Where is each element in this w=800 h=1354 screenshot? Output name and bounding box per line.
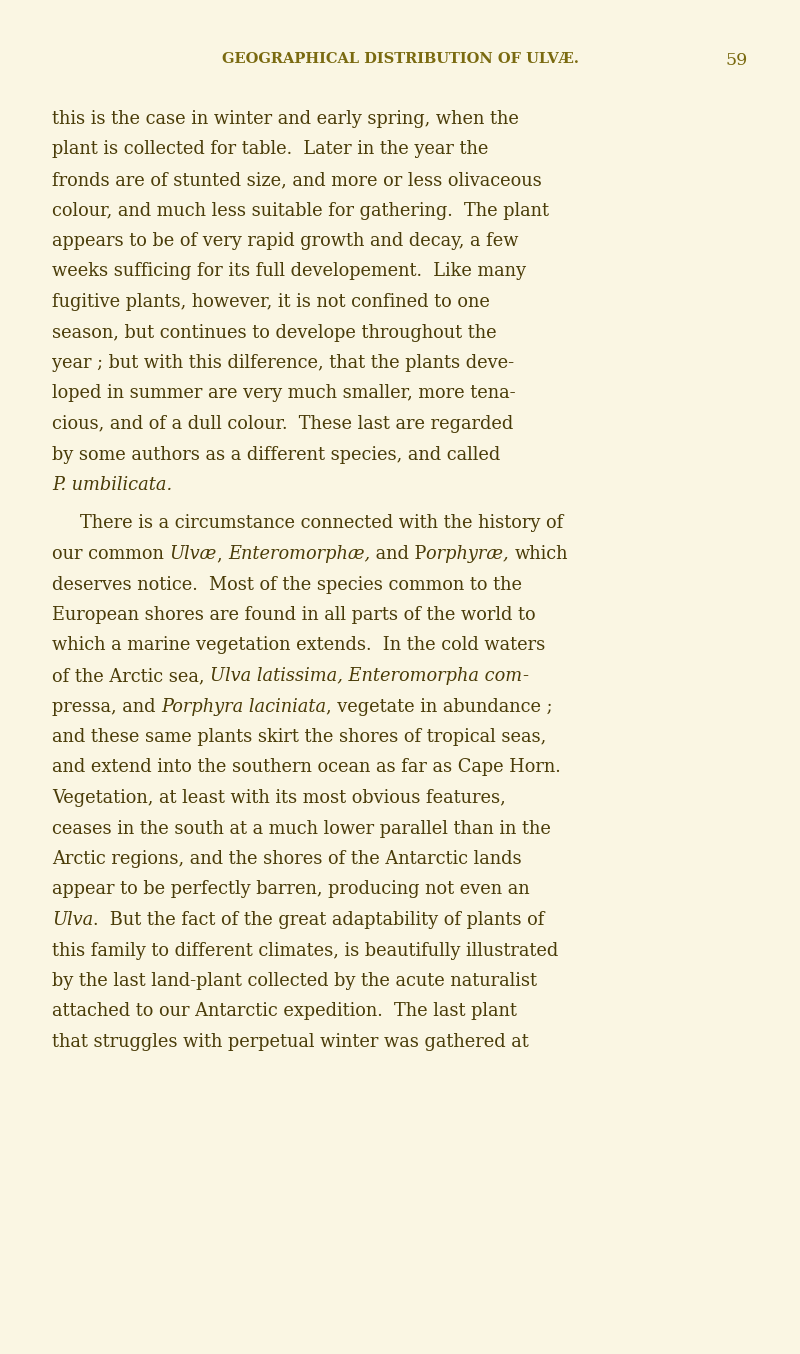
- Text: plant is collected for table.  Later in the year the: plant is collected for table. Later in t…: [52, 141, 488, 158]
- Text: and these same plants skirt the shores of tropical seas,: and these same plants skirt the shores o…: [52, 728, 546, 746]
- Text: year ; but with this dilference, that the plants deve-: year ; but with this dilference, that th…: [52, 353, 514, 372]
- Text: which a marine vegetation extends.  In the cold waters: which a marine vegetation extends. In th…: [52, 636, 546, 654]
- Text: P. umbilicata.: P. umbilicata.: [52, 477, 172, 494]
- Text: and P: and P: [370, 546, 426, 563]
- Text: pressa, and: pressa, and: [52, 697, 161, 715]
- Text: Arctic regions, and the shores of the Antarctic lands: Arctic regions, and the shores of the An…: [52, 850, 522, 868]
- Text: by some authors as a different species, and called: by some authors as a different species, …: [52, 445, 500, 463]
- Text: .  But the fact of the great adaptability of plants of: . But the fact of the great adaptability…: [94, 911, 545, 929]
- Text: and extend into the southern ocean as far as Cape Horn.: and extend into the southern ocean as fa…: [52, 758, 561, 776]
- Text: GEOGRAPHICAL DISTRIBUTION OF ULVÆ.: GEOGRAPHICAL DISTRIBUTION OF ULVÆ.: [222, 51, 578, 66]
- Text: colour, and much less suitable for gathering.  The plant: colour, and much less suitable for gathe…: [52, 202, 549, 219]
- Text: loped in summer are very much smaller, more tena-: loped in summer are very much smaller, m…: [52, 385, 516, 402]
- Text: season, but continues to develope throughout the: season, but continues to develope throug…: [52, 324, 497, 341]
- Text: which: which: [514, 546, 568, 563]
- Text: Porphyra laciniata: Porphyra laciniata: [161, 697, 326, 715]
- Text: deserves notice.  Most of the species common to the: deserves notice. Most of the species com…: [52, 575, 522, 593]
- Text: fronds are of stunted size, and more or less olivaceous: fronds are of stunted size, and more or …: [52, 171, 542, 190]
- Text: weeks sufficing for its full developement.  Like many: weeks sufficing for its full developemen…: [52, 263, 526, 280]
- Text: appear to be perfectly barren, producing not even an: appear to be perfectly barren, producing…: [52, 880, 530, 899]
- Text: by the last land-plant collected by the acute naturalist: by the last land-plant collected by the …: [52, 972, 537, 990]
- Text: There is a circumstance connected with the history of: There is a circumstance connected with t…: [80, 515, 563, 532]
- Text: ceases in the south at a much lower parallel than in the: ceases in the south at a much lower para…: [52, 819, 551, 838]
- Text: Ulvæ: Ulvæ: [170, 546, 217, 563]
- Text: 59: 59: [726, 51, 748, 69]
- Text: that struggles with perpetual winter was gathered at: that struggles with perpetual winter was…: [52, 1033, 529, 1051]
- Text: this is the case in winter and early spring, when the: this is the case in winter and early spr…: [52, 110, 519, 129]
- Text: -: -: [522, 668, 528, 685]
- Text: European shores are found in all parts of the world to: European shores are found in all parts o…: [52, 607, 536, 624]
- Text: orphyræ,: orphyræ,: [426, 546, 514, 563]
- Text: attached to our Antarctic expedition.  The last plant: attached to our Antarctic expedition. Th…: [52, 1002, 517, 1021]
- Text: fugitive plants, however, it is not confined to one: fugitive plants, however, it is not conf…: [52, 292, 490, 311]
- Text: Enteromorphæ,: Enteromorphæ,: [228, 546, 370, 563]
- Text: ,: ,: [217, 546, 228, 563]
- Text: , vegetate in abundance ;: , vegetate in abundance ;: [326, 697, 553, 715]
- Text: this family to different climates, is beautifully illustrated: this family to different climates, is be…: [52, 941, 558, 960]
- Text: Ulva: Ulva: [52, 911, 94, 929]
- Text: our common: our common: [52, 546, 170, 563]
- Text: appears to be of very rapid growth and decay, a few: appears to be of very rapid growth and d…: [52, 232, 518, 250]
- Text: of the Arctic sea,: of the Arctic sea,: [52, 668, 210, 685]
- Text: Vegetation, at least with its most obvious features,: Vegetation, at least with its most obvio…: [52, 789, 506, 807]
- Text: cious, and of a dull colour.  These last are regarded: cious, and of a dull colour. These last …: [52, 414, 514, 433]
- Text: Ulva latissima, Enteromorpha com: Ulva latissima, Enteromorpha com: [210, 668, 522, 685]
